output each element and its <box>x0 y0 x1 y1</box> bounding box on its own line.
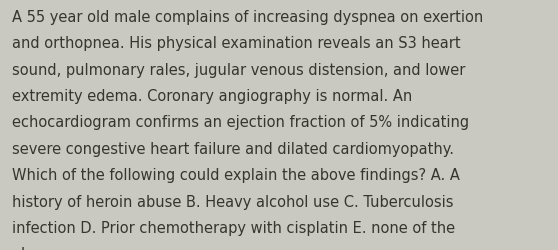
Text: severe congestive heart failure and dilated cardiomyopathy.: severe congestive heart failure and dila… <box>12 141 454 156</box>
Text: Which of the following could explain the above findings? A. A: Which of the following could explain the… <box>12 168 460 182</box>
Text: sound, pulmonary rales, jugular venous distension, and lower: sound, pulmonary rales, jugular venous d… <box>12 62 465 78</box>
Text: and orthopnea. His physical examination reveals an S3 heart: and orthopnea. His physical examination … <box>12 36 461 51</box>
Text: above: above <box>12 246 57 250</box>
Text: A 55 year old male complains of increasing dyspnea on exertion: A 55 year old male complains of increasi… <box>12 10 484 25</box>
Text: history of heroin abuse B. Heavy alcohol use C. Tuberculosis: history of heroin abuse B. Heavy alcohol… <box>12 194 454 209</box>
Text: infection D. Prior chemotherapy with cisplatin E. none of the: infection D. Prior chemotherapy with cis… <box>12 220 455 235</box>
Text: echocardiogram confirms an ejection fraction of 5% indicating: echocardiogram confirms an ejection frac… <box>12 115 469 130</box>
Text: extremity edema. Coronary angiography is normal. An: extremity edema. Coronary angiography is… <box>12 89 412 104</box>
